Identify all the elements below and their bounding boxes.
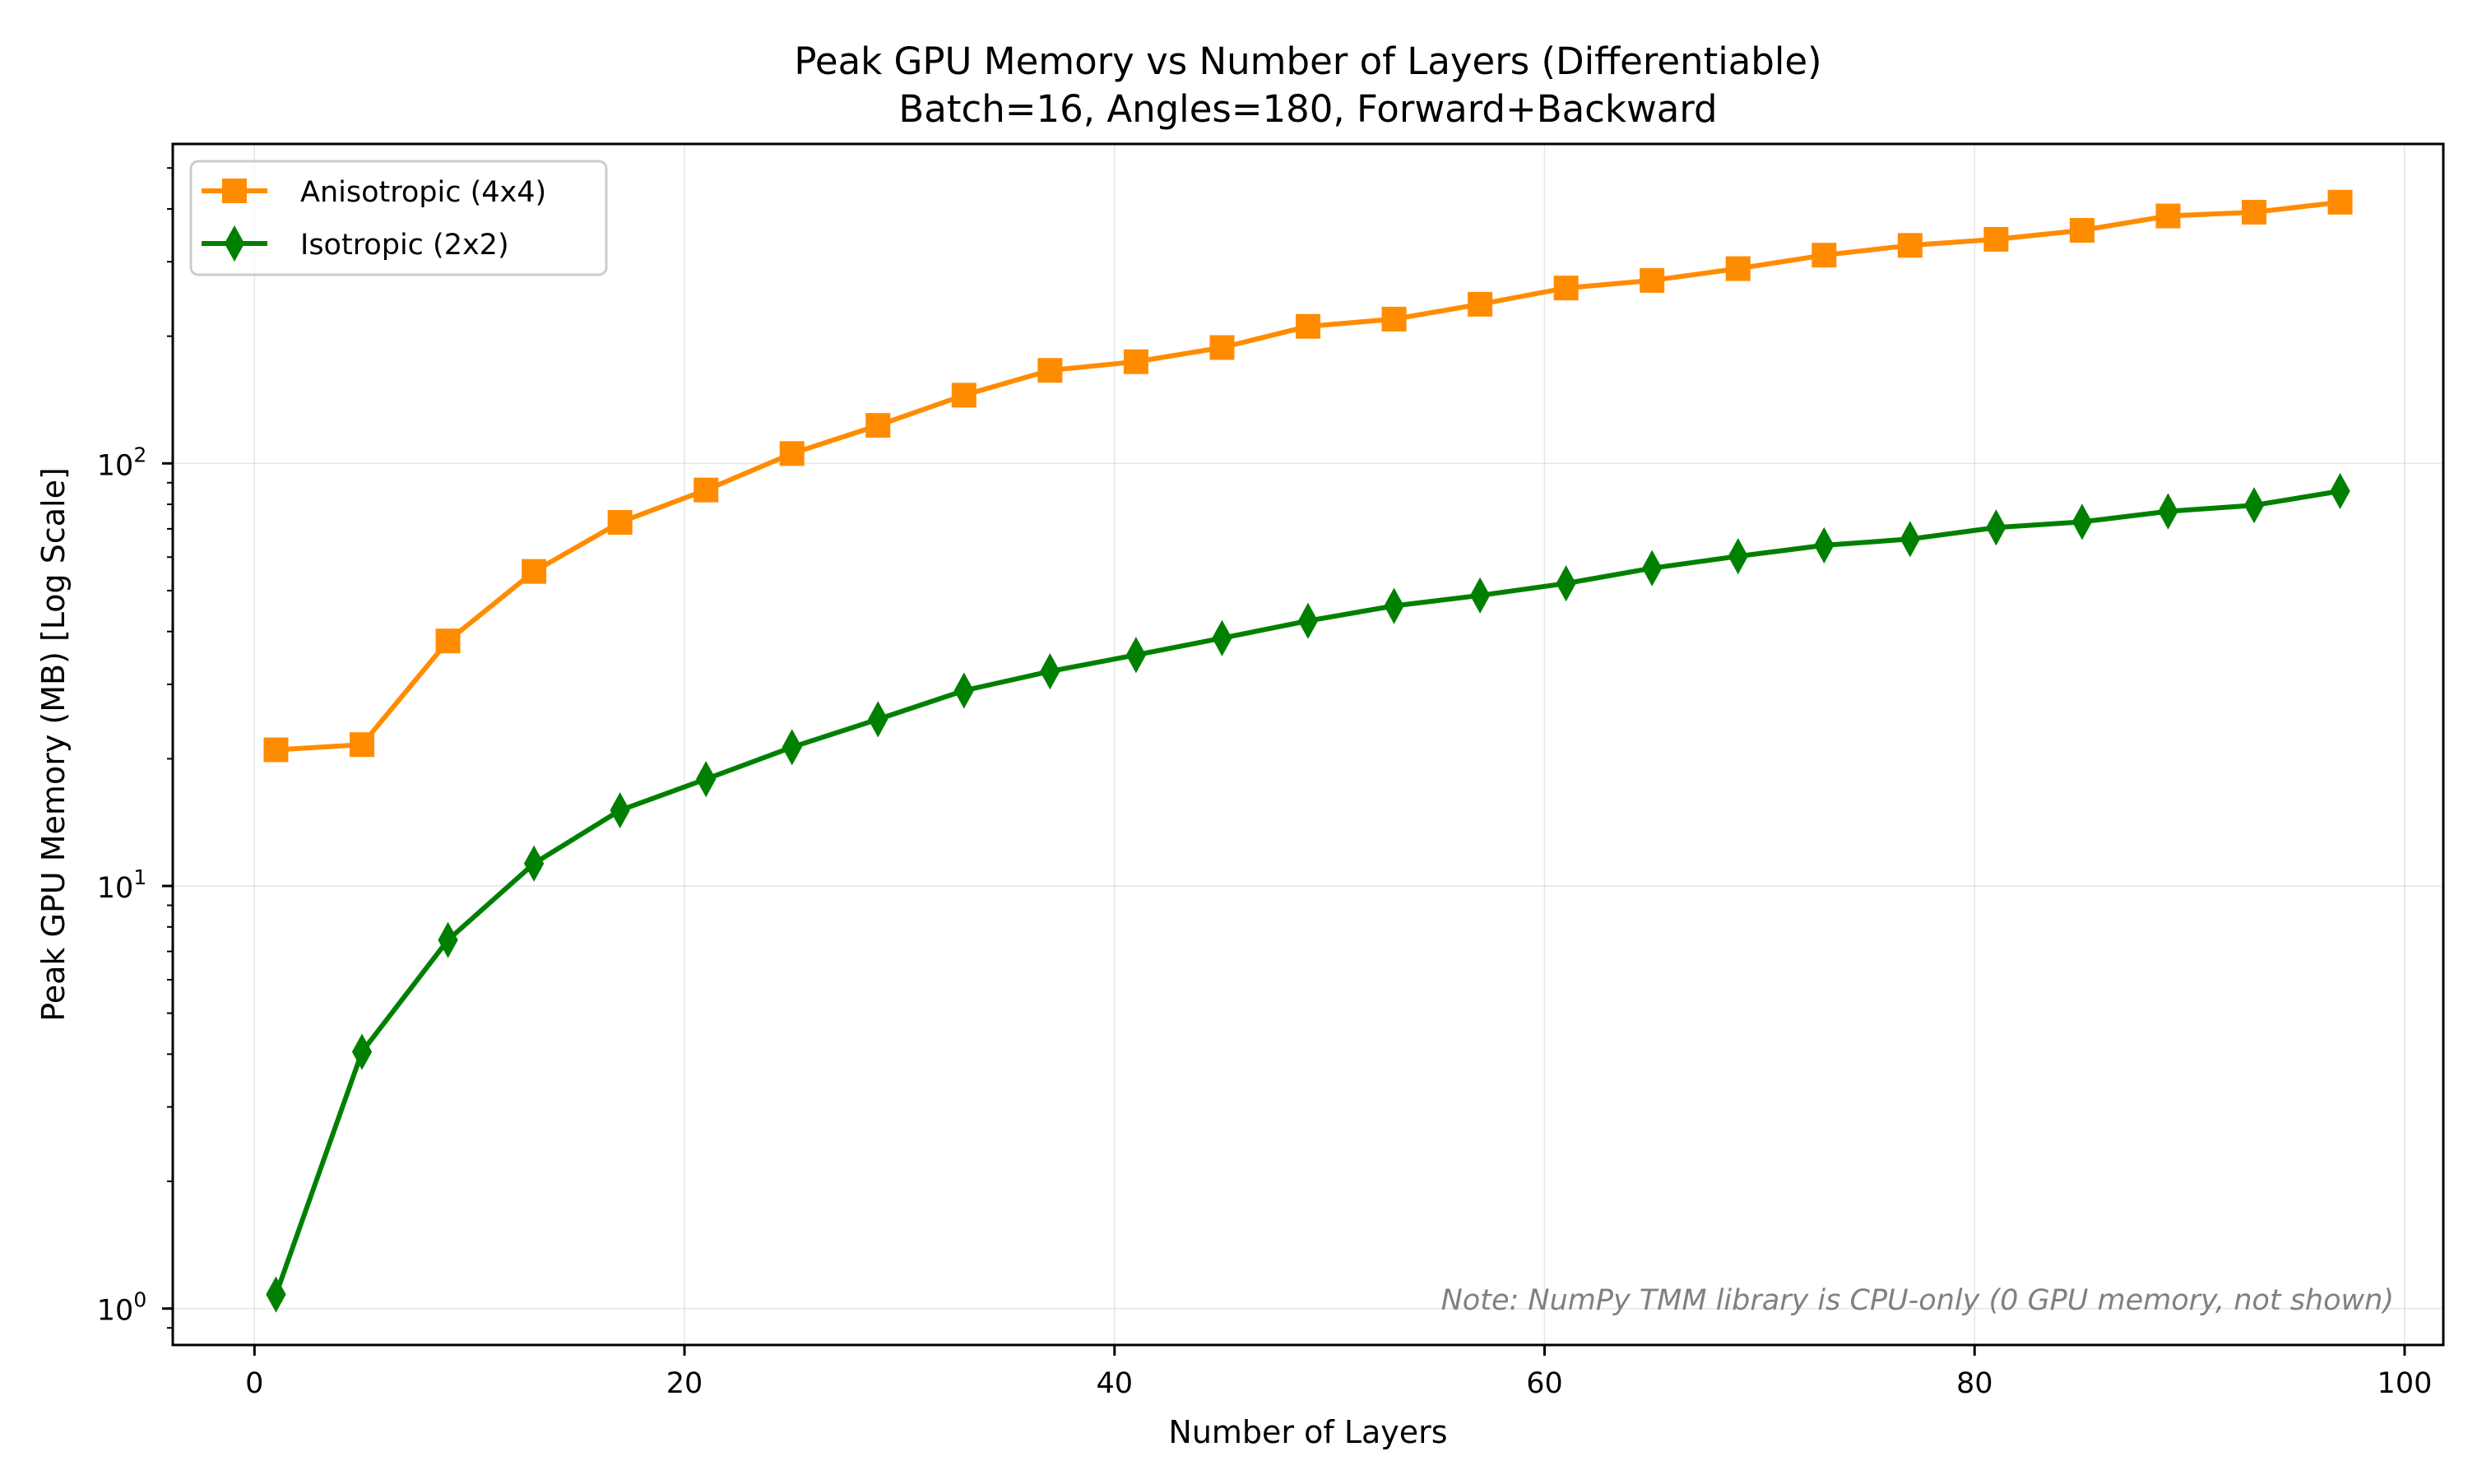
data-point <box>1209 335 1235 360</box>
y-tick-label: 102 <box>97 443 146 482</box>
annotation-note: Note: NumPy TMM library is CPU-only (0 G… <box>1441 1284 2394 1317</box>
data-point <box>610 791 630 829</box>
data-point <box>696 761 717 798</box>
data-point <box>263 737 289 763</box>
data-point <box>1983 226 2009 252</box>
y-axis-label: Peak GPU Memory (MB) [Log Scale] <box>35 467 72 1022</box>
data-point <box>1900 521 1920 558</box>
data-point <box>782 729 802 766</box>
data-point <box>1123 349 1148 374</box>
plot-frame <box>171 142 2445 1347</box>
data-point <box>1037 358 1063 383</box>
legend: Anisotropic (4x4) Isotropic (2x2) <box>189 160 608 276</box>
legend-label: Anisotropic (4x4) <box>300 176 546 209</box>
data-point <box>953 672 974 709</box>
data-point <box>868 701 888 738</box>
data-point <box>351 1033 373 1070</box>
data-point <box>522 559 547 584</box>
data-point <box>779 441 805 466</box>
x-axis-label: Number of Layers <box>1168 1414 1447 1450</box>
data-point <box>1384 587 1404 624</box>
data-point <box>1553 276 1579 301</box>
data-point <box>266 1276 286 1313</box>
data-point <box>350 732 374 758</box>
data-point <box>1556 565 1576 602</box>
data-point <box>1468 291 1493 317</box>
data-point <box>2242 199 2266 225</box>
legend-swatch-marker <box>222 179 247 203</box>
data-point <box>1212 619 1232 656</box>
series-isotropic <box>266 472 2350 1313</box>
x-tick-label: 80 <box>1956 1367 1993 1400</box>
data-point <box>1897 233 1923 258</box>
data-point <box>1642 550 1663 587</box>
series-anisotropic <box>263 189 2353 763</box>
data-point <box>2327 189 2353 215</box>
data-point <box>438 921 458 958</box>
data-point <box>1986 509 2006 546</box>
data-point <box>1297 602 1319 639</box>
legend-item: Isotropic (2x2) <box>202 225 509 262</box>
data-point <box>865 413 891 438</box>
data-point <box>1812 243 1837 268</box>
data-point <box>2158 493 2178 530</box>
chart-subtitle: Batch=16, Angles=180, Forward+Backward <box>898 87 1717 131</box>
x-tick-label: 20 <box>666 1367 703 1400</box>
x-tick-label: 60 <box>1526 1367 1563 1400</box>
data-point <box>435 628 461 654</box>
y-tick-label: 101 <box>97 865 146 905</box>
x-tick-label: 100 <box>2378 1367 2433 1400</box>
legend-box <box>189 160 608 276</box>
data-point <box>1381 306 1407 332</box>
data-point <box>1728 538 1748 575</box>
x-tick-label: 40 <box>1096 1367 1133 1400</box>
data-point <box>694 477 719 503</box>
data-point <box>1040 653 1060 690</box>
x-tick-label: 0 <box>245 1367 263 1400</box>
data-point <box>951 383 977 408</box>
chart-title: Peak GPU Memory vs Number of Layers (Dif… <box>794 39 1821 83</box>
data-point <box>1296 313 1320 339</box>
y-tick-label: 100 <box>97 1288 146 1328</box>
data-point <box>2069 218 2095 243</box>
data-point <box>2155 203 2181 229</box>
data-point <box>523 845 545 882</box>
data-point <box>607 510 633 536</box>
data-point <box>2243 487 2265 524</box>
series-group <box>263 189 2353 1313</box>
data-point <box>1469 577 1491 614</box>
data-point <box>2071 503 2093 540</box>
legend-label: Isotropic (2x2) <box>300 229 509 262</box>
legend-swatch-marker <box>224 225 245 262</box>
data-point <box>2330 472 2350 510</box>
data-point <box>1725 256 1751 281</box>
axes: 0 20 40 60 80 100 100 101 102 <box>97 167 2433 1400</box>
data-point <box>1814 526 1835 563</box>
data-point <box>1125 637 1147 674</box>
data-point <box>1640 267 1665 293</box>
legend-item: Anisotropic (4x4) <box>202 176 546 209</box>
grid <box>173 144 2443 1345</box>
